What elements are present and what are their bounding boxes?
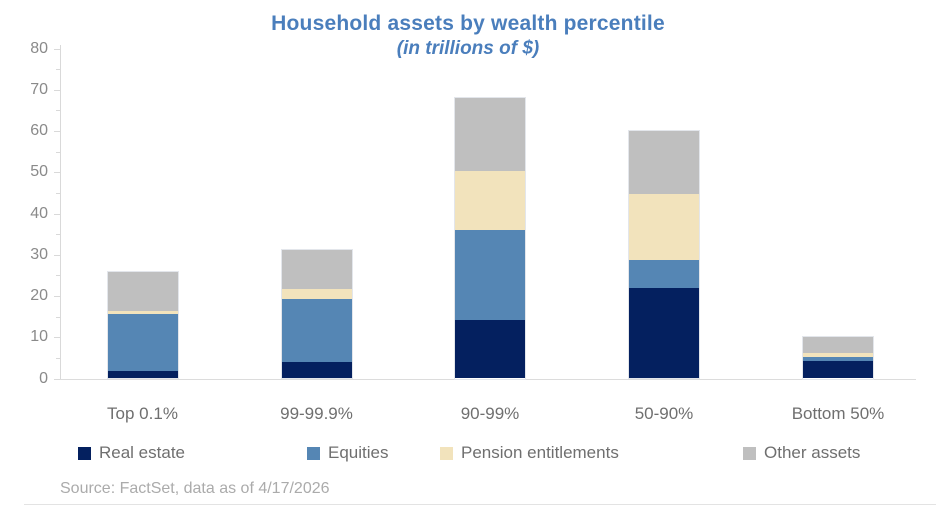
bar-segment-real-estate (107, 371, 178, 379)
legend-item-real-estate: Real estate (78, 443, 185, 463)
bar-segment-pension-entitlements (107, 310, 178, 314)
bar-segment-real-estate (629, 287, 699, 379)
y-minor-tick (56, 275, 60, 277)
bar-segment-equities (629, 260, 699, 288)
bar-outline (454, 97, 526, 380)
y-major-tick (54, 172, 60, 174)
legend-swatch (743, 446, 756, 460)
y-major-tick (54, 378, 60, 380)
chart-subtitle: (in trillions of $) (396, 38, 540, 59)
x-category-label: 50-90% (634, 404, 694, 423)
y-major-tick (54, 48, 60, 50)
y-minor-tick (56, 151, 60, 153)
legend-item-pension-entitlements: Pension entitlements (440, 443, 619, 463)
bar-segment-pension-entitlements (281, 288, 352, 300)
bar-segment-other-assets (803, 337, 873, 353)
y-major-tick (54, 131, 60, 132)
y-tick-label: 30 (30, 245, 48, 263)
bar-segment-real-estate (455, 319, 525, 379)
legend-swatch (440, 446, 453, 460)
bottom-divider (24, 504, 936, 505)
legend-item-other-assets: Other assets (743, 443, 860, 463)
legend-swatch (307, 446, 320, 460)
bar-segment-equities (107, 313, 178, 372)
bar-segment-real-estate (281, 362, 352, 379)
y-tick-label: 20 (30, 287, 48, 304)
bar-segment-other-assets (455, 98, 525, 171)
y-minor-tick (56, 234, 60, 236)
y-tick-label: 80 (30, 39, 48, 57)
source-note: Source: FactSet, data as of 4/17/2026 (60, 480, 330, 497)
bar-outline (280, 249, 353, 380)
legend-label: Real estate (99, 443, 185, 462)
y-minor-tick (56, 110, 60, 112)
bar-segment-other-assets (107, 272, 178, 311)
y-tick-label: 40 (30, 204, 48, 222)
x-category-label: 90-99% (460, 404, 520, 423)
bar-segment-pension-entitlements (629, 193, 699, 261)
y-minor-tick (56, 192, 60, 194)
bar-outline (106, 271, 179, 380)
bar-outline (628, 129, 700, 380)
legend-label: Pension entitlements (461, 443, 619, 462)
y-tick-label: 10 (30, 328, 48, 346)
legend-item-equities: Equities (307, 443, 388, 463)
y-tick-label: 60 (30, 122, 48, 139)
legend-label: Equities (328, 443, 389, 462)
x-category-label: Bottom 50% (791, 404, 885, 423)
bar-segment-equities (803, 357, 873, 362)
y-major-tick (54, 213, 60, 215)
legend-swatch (78, 446, 91, 460)
chart-title: Household assets by wealth percentile (271, 12, 665, 35)
x-category-label: Top 0.1% (107, 404, 178, 423)
legend-label: Other assets (764, 443, 861, 462)
y-major-tick (54, 89, 60, 91)
y-major-tick (54, 337, 60, 339)
y-minor-tick (56, 357, 60, 359)
y-axis-line (60, 45, 61, 379)
bar-outline (802, 336, 874, 380)
bar-segment-other-assets (629, 130, 699, 194)
y-major-tick (54, 296, 60, 297)
x-category-label: 99-99.9% (280, 404, 353, 423)
y-minor-tick (56, 69, 60, 71)
y-tick-label: 0 (39, 369, 48, 387)
bar-segment-pension-entitlements (455, 171, 525, 230)
y-tick-label: 50 (30, 163, 48, 181)
y-major-tick (54, 254, 60, 256)
bar-segment-equities (281, 299, 352, 362)
y-tick-label: 70 (30, 80, 48, 98)
y-minor-tick (56, 316, 60, 318)
bar-segment-real-estate (803, 361, 873, 379)
bar-segment-pension-entitlements (803, 352, 873, 358)
bar-segment-other-assets (281, 250, 352, 289)
bar-segment-equities (455, 230, 525, 320)
